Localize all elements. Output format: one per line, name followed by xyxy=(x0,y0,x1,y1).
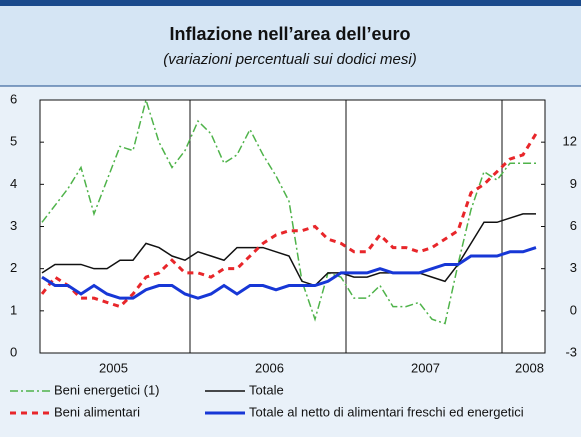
legend-label: Beni energetici (1) xyxy=(54,382,160,397)
legend-label: Totale al netto di alimentari freschi ed… xyxy=(249,404,524,419)
x-tick-label: 2005 xyxy=(99,360,128,375)
y-tick-label: 4 xyxy=(10,176,17,191)
series-line xyxy=(41,246,537,300)
chart-title: Inflazione nell’area dell’euro xyxy=(169,24,410,44)
legend-label: Totale xyxy=(249,382,284,397)
x-tick-label: 2008 xyxy=(515,360,544,375)
y-tick-label: 0 xyxy=(10,344,17,359)
y-tick-label: 5 xyxy=(10,134,17,149)
chart-subtitle: (variazioni percentuali sui dodici mesi) xyxy=(163,51,416,68)
y2-tick-label: 9 xyxy=(570,176,577,191)
y2-tick-label: -3 xyxy=(565,344,577,359)
y2-tick-label: 0 xyxy=(570,302,577,317)
header xyxy=(0,6,581,86)
x-tick-label: 2006 xyxy=(255,360,284,375)
y-tick-label: 3 xyxy=(10,218,17,233)
series-line xyxy=(41,213,536,287)
legend-label: Beni alimentari xyxy=(54,404,140,419)
series-line xyxy=(41,97,536,325)
y2-tick-label: 6 xyxy=(570,218,577,233)
y-tick-label: 1 xyxy=(10,302,17,317)
x-tick-label: 2007 xyxy=(411,360,440,375)
top-bar xyxy=(0,0,581,6)
series-line xyxy=(40,132,538,309)
y2-tick-label: 12 xyxy=(563,134,577,149)
y2-tick-label: 3 xyxy=(570,260,577,275)
y-tick-label: 2 xyxy=(10,260,17,275)
y-tick-label: 6 xyxy=(10,91,17,106)
